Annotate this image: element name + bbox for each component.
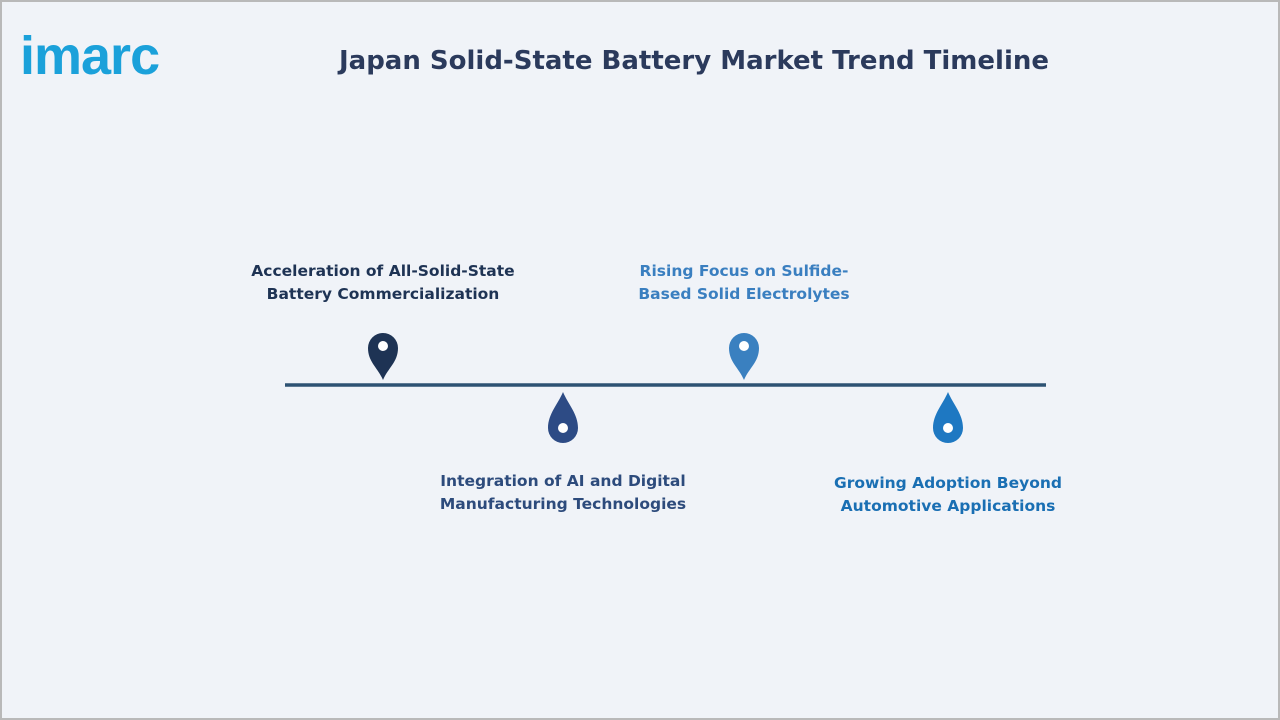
drop-hole [558, 423, 568, 433]
item-label: Based Solid Electrolytes [638, 285, 849, 303]
item-label: Acceleration of All-Solid-State [251, 262, 514, 280]
pin-marker [368, 333, 398, 380]
logo: imarc [20, 26, 159, 86]
pin-marker [729, 333, 759, 380]
item-label: Integration of AI and Digital [440, 472, 685, 490]
drop-marker [933, 392, 963, 443]
item-label: Battery Commercialization [267, 285, 500, 303]
item-label: Growing Adoption Beyond [834, 474, 1062, 492]
drop-hole [943, 423, 953, 433]
title: Japan Solid-State Battery Market Trend T… [337, 46, 1049, 76]
drop-marker [548, 392, 578, 443]
pin-hole [739, 341, 749, 351]
item-label: Automotive Applications [841, 497, 1056, 515]
item-label: Rising Focus on Sulfide- [640, 262, 849, 280]
pin-hole [378, 341, 388, 351]
item-label: Manufacturing Technologies [440, 495, 686, 513]
